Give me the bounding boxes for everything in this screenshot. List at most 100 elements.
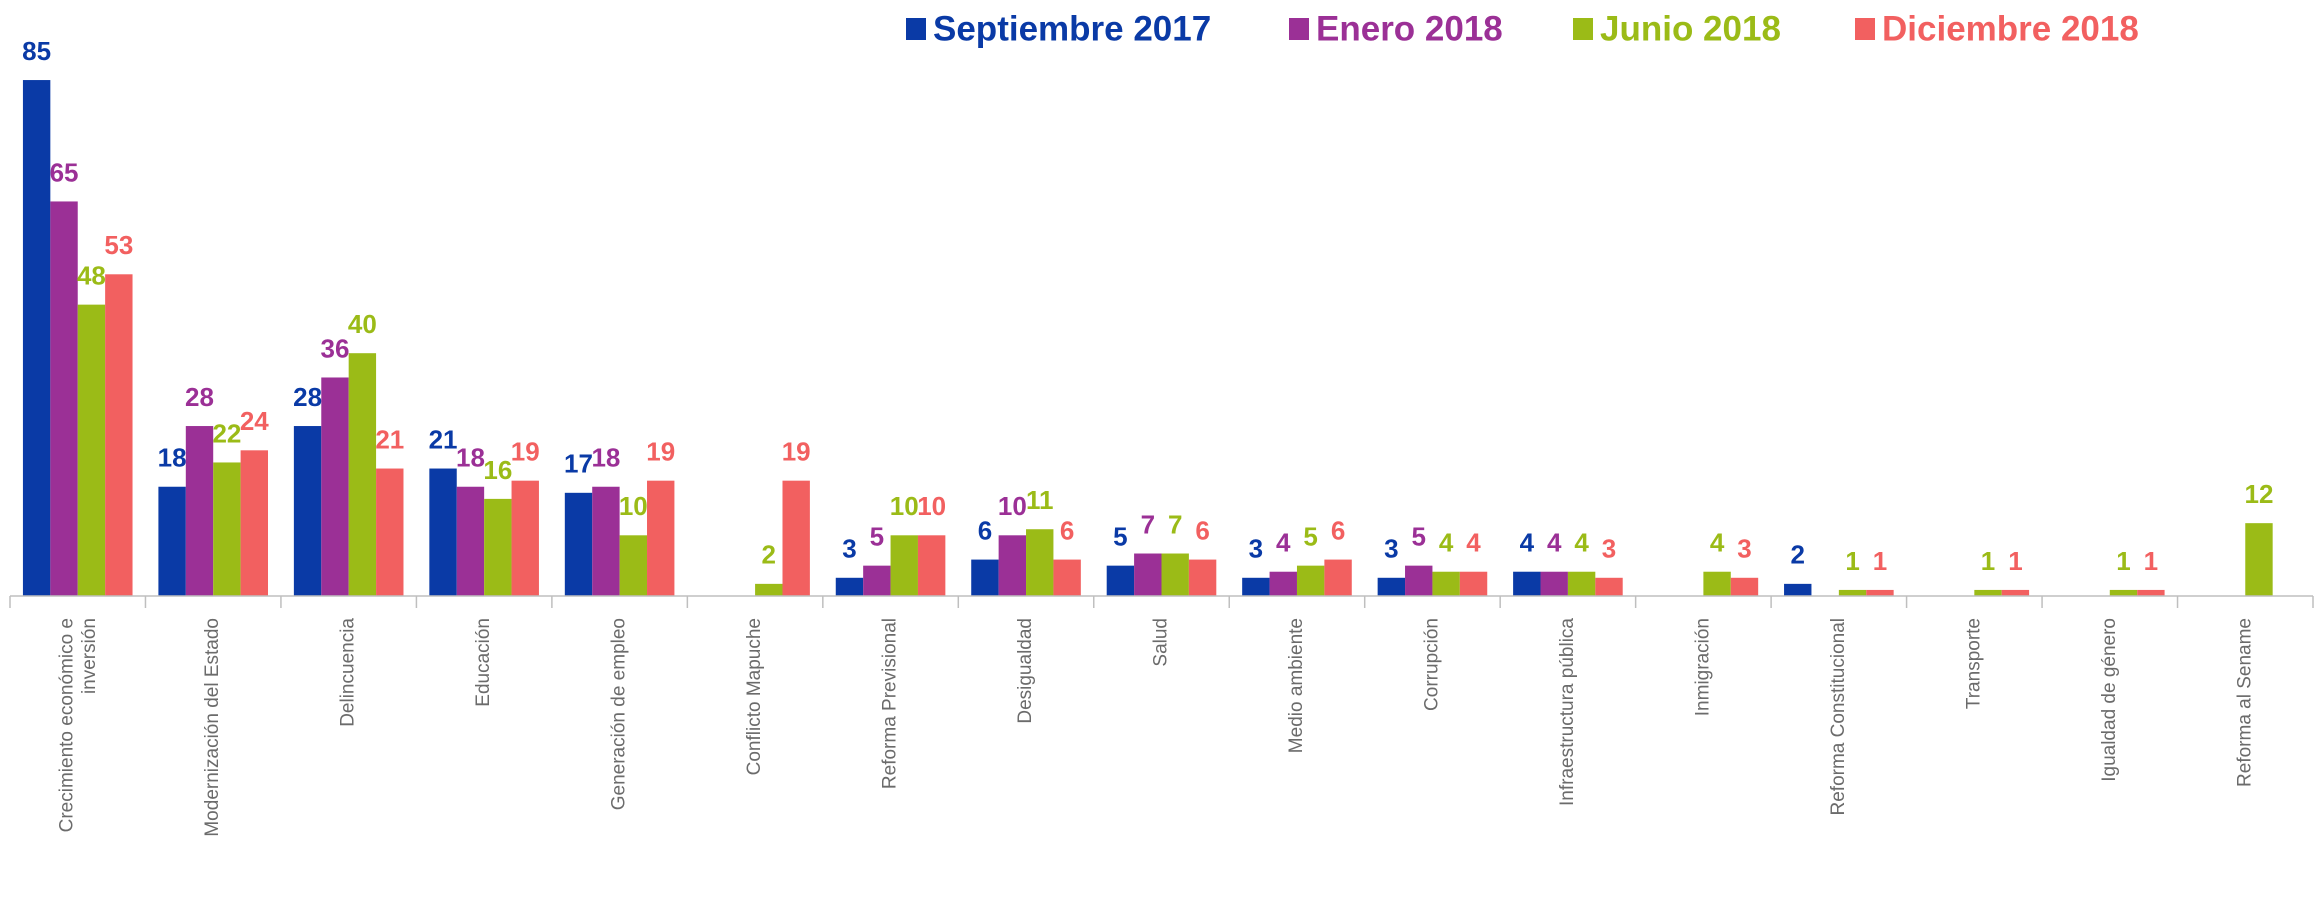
legend-label: Septiembre 2017: [933, 9, 1211, 48]
data-label: 3: [1737, 534, 1751, 564]
bar: [293, 426, 322, 596]
data-label: 19: [511, 437, 540, 467]
data-label: 48: [77, 261, 106, 291]
bar: [1567, 571, 1596, 596]
x-tick-label: Conflicto Mapuche: [744, 618, 765, 775]
data-label: 6: [1331, 515, 1345, 545]
data-label: 1: [2144, 546, 2158, 576]
data-label: 18: [456, 443, 485, 473]
data-label: 21: [429, 424, 458, 454]
bar: [1053, 559, 1081, 596]
legend-label: Junio 2018: [1600, 9, 1781, 48]
bar: [1595, 577, 1623, 596]
bar: [835, 577, 864, 596]
bar: [1513, 571, 1541, 596]
data-label: 6: [978, 515, 992, 545]
data-label: 16: [483, 455, 512, 485]
bar: [755, 583, 783, 596]
data-label: 5: [1412, 522, 1426, 552]
x-tick-label: Inmigración: [1692, 618, 1713, 716]
data-label: 1: [1845, 546, 1859, 576]
data-label: 28: [185, 382, 214, 412]
x-tick-label: Generación de empleo: [609, 618, 630, 810]
bar: [484, 498, 512, 596]
legend-swatch: [906, 18, 926, 40]
bar: [1730, 577, 1759, 596]
data-label: 1: [1981, 546, 1995, 576]
bar: [1866, 589, 1894, 596]
bar: [1188, 559, 1217, 596]
bar: [2245, 523, 2273, 596]
data-label: 4: [1520, 528, 1535, 558]
bar: [1540, 571, 1568, 596]
bar: [185, 426, 214, 596]
x-tick-label: Transporte: [1963, 618, 1984, 709]
bar: [429, 468, 457, 596]
x-tick-label: Reforma Constitucional: [1828, 618, 1849, 815]
bar: [998, 535, 1027, 596]
bar: [971, 559, 999, 596]
bar: [1242, 577, 1270, 596]
bar: [592, 486, 620, 596]
data-label: 65: [50, 157, 79, 187]
bar: [2001, 589, 2030, 596]
data-label: 85: [22, 36, 51, 66]
data-label: 28: [293, 382, 322, 412]
bar: [105, 274, 133, 596]
data-label: 4: [1439, 528, 1454, 558]
bar: [1377, 577, 1406, 596]
data-label: 22: [212, 418, 241, 448]
bar: [917, 535, 946, 596]
bar: [1026, 529, 1054, 596]
bar: [1974, 589, 2002, 596]
bar: [348, 353, 377, 596]
bar: [511, 480, 539, 596]
data-label: 6: [1060, 515, 1074, 545]
data-label: 36: [321, 333, 350, 363]
data-label: 4: [1547, 528, 1562, 558]
data-label: 18: [158, 443, 187, 473]
bar: [77, 304, 106, 596]
bar: [1784, 583, 1812, 596]
x-tick-label: Reforma al Sename: [2234, 618, 2255, 787]
bar: [863, 565, 891, 596]
bar: [1432, 571, 1460, 596]
bar: [2109, 589, 2138, 596]
bar: [50, 201, 78, 596]
data-label: 1: [2116, 546, 2130, 576]
legend-label: Enero 2018: [1316, 9, 1503, 48]
data-label: 10: [890, 491, 919, 521]
data-label: 3: [842, 534, 856, 564]
x-tick-label: Corrupción: [1421, 618, 1442, 711]
bar: [1324, 559, 1352, 596]
data-label: 40: [348, 309, 377, 339]
bar: [321, 377, 349, 596]
x-tick-label: Modernización del Estado: [202, 618, 223, 837]
x-tick-label: Medio ambiente: [1286, 618, 1307, 753]
data-label: 10: [998, 491, 1027, 521]
bar: [240, 450, 269, 596]
data-label: 21: [375, 424, 404, 454]
x-tick-label: Educación: [473, 618, 494, 707]
bar: [1161, 553, 1189, 596]
bar: [1838, 589, 1867, 596]
x-tick-label: Crecimiento económico e inversión: [56, 618, 100, 832]
x-tick-label: Igualdad de género: [2099, 618, 2120, 782]
bar: [1296, 565, 1325, 596]
legend-swatch: [1289, 18, 1309, 40]
data-label: 12: [2245, 479, 2274, 509]
bar: [619, 535, 648, 596]
bar: [1269, 571, 1297, 596]
data-label: 2: [762, 540, 776, 570]
data-label: 2: [1791, 540, 1805, 570]
data-label: 5: [1303, 522, 1317, 552]
bar: [376, 468, 404, 596]
x-tick-label: Reforma Previsional: [880, 618, 901, 789]
data-label: 7: [1141, 509, 1155, 539]
bar: [1703, 571, 1731, 596]
data-label: 53: [104, 230, 133, 260]
bar: [456, 486, 485, 596]
x-tick-label: Desigualdad: [1015, 618, 1036, 724]
data-label: 11: [1026, 485, 1054, 515]
